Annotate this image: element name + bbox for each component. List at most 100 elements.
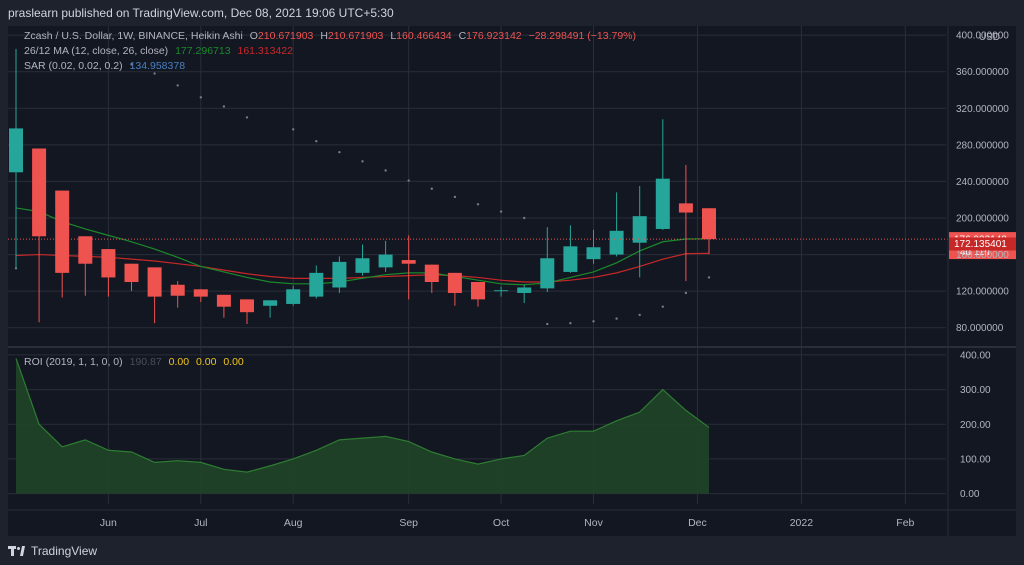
sar-dot <box>315 140 318 143</box>
candle <box>517 284 532 304</box>
legend-sar[interactable]: SAR (0.02, 0.02, 0.2) 134.958378 <box>24 60 189 72</box>
roi-label: ROI (2019, 1, 1, 0, 0) <box>24 356 123 368</box>
candle-body <box>170 284 185 296</box>
candle <box>540 227 555 293</box>
candle-body <box>494 290 509 292</box>
sar-dot <box>199 96 202 99</box>
sar-dot <box>292 128 295 131</box>
candle <box>471 282 485 307</box>
sar-dot <box>430 187 433 190</box>
candle <box>78 236 93 296</box>
time-tick-label: Nov <box>584 517 603 529</box>
time-tick-label: Dec <box>688 517 707 529</box>
candle-body <box>586 247 601 260</box>
legend-symbol[interactable]: Zcash / U.S. Dollar, 1W, BINANCE, Heikin… <box>24 30 640 42</box>
candle-body <box>355 258 370 273</box>
price-tick-label: 280.000000 <box>956 140 1009 151</box>
sar-dot <box>338 150 341 154</box>
candle <box>55 190 70 298</box>
candle <box>216 294 231 318</box>
sar-dot <box>153 72 156 75</box>
sar-dot <box>684 291 688 295</box>
sar-dot <box>707 276 711 279</box>
roi-tick-label: 200.00 <box>960 420 991 431</box>
candle-body <box>401 260 416 264</box>
price-tick-label: 320.000000 <box>956 104 1009 115</box>
candle-body <box>517 287 532 293</box>
candle-body <box>609 230 624 255</box>
candle <box>240 299 254 325</box>
sar-dot <box>245 116 249 119</box>
symbol-name: Zcash / U.S. Dollar, 1W, BINANCE, Heikin… <box>24 30 243 42</box>
sar-dot <box>453 195 457 199</box>
legend-roi[interactable]: ROI (2019, 1, 1, 0, 0) 190.87 0.00 0.00 … <box>24 356 248 368</box>
candle-body <box>147 267 162 297</box>
sar-dot <box>361 160 364 163</box>
candle <box>609 192 624 257</box>
brand-name: TradingView <box>31 544 98 558</box>
price-tick-label: 400.000000 <box>956 31 1009 42</box>
ohlc-close: C176.923142 <box>458 30 522 42</box>
candle-body <box>540 258 555 289</box>
candle <box>32 148 47 323</box>
currency-label: USD <box>979 32 1000 43</box>
sar-dot <box>407 179 410 182</box>
roi-value-main: 190.87 <box>129 356 162 368</box>
ma-price-tag-value: 172.135401 <box>954 239 1007 250</box>
candle-body <box>378 254 393 268</box>
axes: 80.000000 120.000000 160.000000 200.000000 2… <box>8 26 1016 536</box>
ma-fast-value: 177.296713 <box>175 45 231 57</box>
price-tick-label: 80.000000 <box>956 323 1004 334</box>
candle-body <box>124 263 139 282</box>
ohlc-low: L160.466434 <box>390 30 452 42</box>
candle-series <box>9 48 716 325</box>
time-tick-label: Jul <box>194 517 207 529</box>
time-tick-label: Jun <box>100 517 117 529</box>
roi-area-series <box>15 358 710 494</box>
footer-brand[interactable]: TradingView <box>8 540 97 562</box>
candle-body <box>286 289 301 304</box>
ma-slow-line <box>15 252 710 283</box>
candle <box>563 225 578 273</box>
roi-line <box>15 358 710 473</box>
countdown-tag-value: 4d 11h <box>960 247 990 258</box>
sar-dot <box>222 105 226 108</box>
candle-body <box>563 246 578 272</box>
sar-value: 134.958378 <box>129 60 186 72</box>
candle <box>263 300 278 318</box>
candle <box>702 208 716 255</box>
candle <box>494 286 509 297</box>
candle <box>355 244 370 276</box>
candle-body <box>193 289 208 297</box>
roi-value-3: 0.00 <box>195 356 217 368</box>
candle <box>655 119 670 230</box>
candle-body <box>9 128 23 173</box>
sar-dot <box>615 317 618 320</box>
legend-ma[interactable]: 26/12 MA (12, close, 26, close) 177.2967… <box>24 45 297 57</box>
moving-averages <box>15 207 710 286</box>
grid-lines <box>8 26 946 504</box>
ohlc-high: H210.671903 <box>320 30 384 42</box>
sar-dot <box>661 305 664 308</box>
candle-body <box>678 203 693 213</box>
roi-value-2: 0.00 <box>168 356 190 368</box>
candle-body <box>78 236 93 264</box>
publish-bar: praslearn published on TradingView.com, … <box>0 0 1024 26</box>
sar-dot <box>499 210 503 213</box>
ma-label: 26/12 MA (12, close, 26, close) <box>24 45 169 57</box>
sar-dot <box>176 84 179 87</box>
candle-body <box>655 178 670 229</box>
sar-label: SAR (0.02, 0.02, 0.2) <box>24 60 123 72</box>
candle-body <box>263 300 278 306</box>
ma-fast-line <box>15 207 710 286</box>
time-tick-label: Sep <box>399 517 418 529</box>
sar-dot <box>638 313 641 317</box>
candle-body <box>471 282 485 300</box>
candle-body <box>309 272 324 297</box>
roi-area-fill <box>16 358 709 494</box>
price-tick-label: 240.000000 <box>956 177 1009 188</box>
roi-tick-label: 0.00 <box>960 489 980 500</box>
time-tick-label: Oct <box>493 517 509 529</box>
